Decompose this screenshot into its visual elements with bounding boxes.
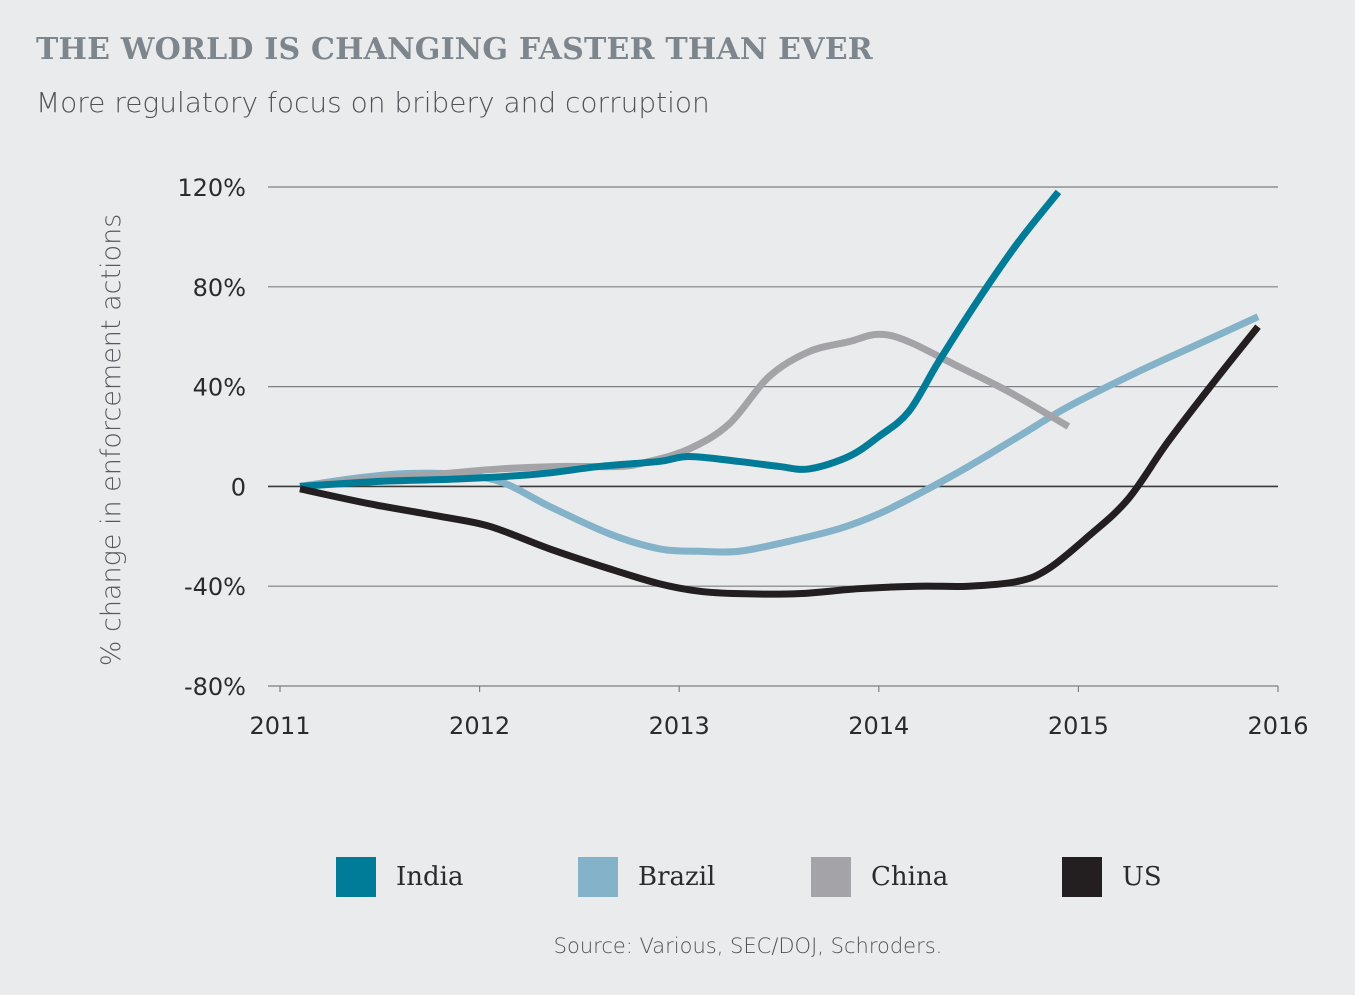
- legend-swatch-china: [811, 857, 851, 897]
- chart-subtitle: More regulatory focus on bribery and cor…: [36, 86, 710, 119]
- legend-swatch-us: [1062, 857, 1102, 897]
- y-tick-label: -80%: [184, 673, 246, 701]
- legend-item-brazil: Brazil: [578, 855, 715, 899]
- legend-swatch-india: [336, 857, 376, 897]
- legend-item-us: US: [1062, 855, 1162, 899]
- x-tick-label: 2013: [649, 712, 710, 740]
- legend: India Brazil China US: [0, 855, 1355, 899]
- y-axis-label: % change in enforcement actions: [96, 214, 127, 667]
- series-lines: [299, 189, 1261, 598]
- series-line-china: [299, 330, 1071, 490]
- y-tick-label: 80%: [193, 274, 246, 302]
- x-tick-label: 2014: [848, 712, 909, 740]
- chart-title: THE WORLD IS CHANGING FASTER THAN EVER: [36, 32, 873, 67]
- legend-item-india: India: [336, 855, 463, 899]
- series-line-us: [299, 324, 1261, 598]
- source-note: Source: Various, SEC/DOJ, Schroders.: [553, 934, 943, 958]
- legend-swatch-brazil: [578, 857, 618, 897]
- legend-label-china: China: [871, 862, 949, 892]
- x-tick-label: 2011: [249, 712, 310, 740]
- y-tick-label: 0: [231, 473, 246, 501]
- series-line-india: [299, 189, 1062, 490]
- legend-label-brazil: Brazil: [638, 862, 716, 892]
- legend-label-india: India: [396, 862, 464, 892]
- y-tick-label: -40%: [184, 573, 246, 601]
- legend-item-china: China: [811, 855, 948, 899]
- legend-label-us: US: [1122, 862, 1162, 892]
- x-axis-ticks: 2011 2012 2013 2014 2015 2016: [249, 686, 1309, 740]
- y-axis-ticks: 120% 80% 40% 0 -40% -80%: [177, 174, 246, 701]
- y-tick-label: 120%: [177, 174, 246, 202]
- x-tick-label: 2015: [1048, 712, 1109, 740]
- y-tick-label: 40%: [193, 374, 246, 402]
- x-tick-label: 2016: [1247, 712, 1308, 740]
- x-tick-label: 2012: [449, 712, 510, 740]
- grid-lines: [268, 186, 1278, 687]
